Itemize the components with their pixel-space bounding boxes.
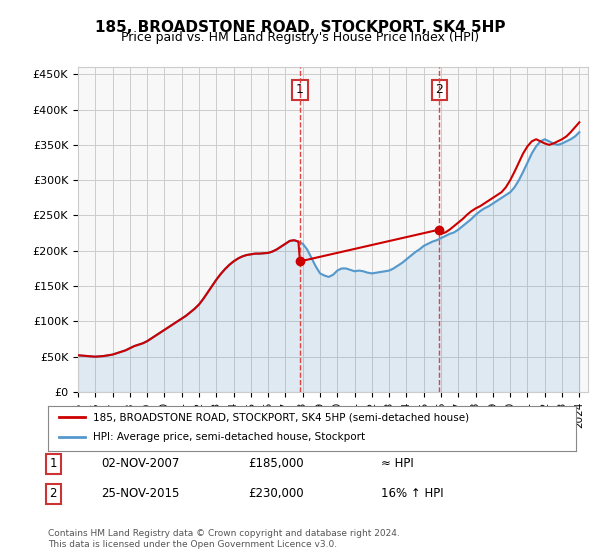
Text: £185,000: £185,000 bbox=[248, 457, 304, 470]
Text: HPI: Average price, semi-detached house, Stockport: HPI: Average price, semi-detached house,… bbox=[93, 432, 365, 442]
Text: 185, BROADSTONE ROAD, STOCKPORT, SK4 5HP: 185, BROADSTONE ROAD, STOCKPORT, SK4 5HP bbox=[95, 20, 505, 35]
Text: 2: 2 bbox=[50, 487, 57, 501]
Text: Contains HM Land Registry data © Crown copyright and database right 2024.
This d: Contains HM Land Registry data © Crown c… bbox=[48, 529, 400, 549]
Text: ≈ HPI: ≈ HPI bbox=[380, 457, 413, 470]
Text: 25-NOV-2015: 25-NOV-2015 bbox=[101, 487, 179, 501]
Text: 16% ↑ HPI: 16% ↑ HPI bbox=[380, 487, 443, 501]
Text: 1: 1 bbox=[50, 457, 57, 470]
Text: 185, BROADSTONE ROAD, STOCKPORT, SK4 5HP (semi-detached house): 185, BROADSTONE ROAD, STOCKPORT, SK4 5HP… bbox=[93, 412, 469, 422]
Text: 02-NOV-2007: 02-NOV-2007 bbox=[101, 457, 179, 470]
Text: £230,000: £230,000 bbox=[248, 487, 304, 501]
Text: 2: 2 bbox=[436, 83, 443, 96]
Text: Price paid vs. HM Land Registry's House Price Index (HPI): Price paid vs. HM Land Registry's House … bbox=[121, 31, 479, 44]
Text: 1: 1 bbox=[296, 83, 304, 96]
